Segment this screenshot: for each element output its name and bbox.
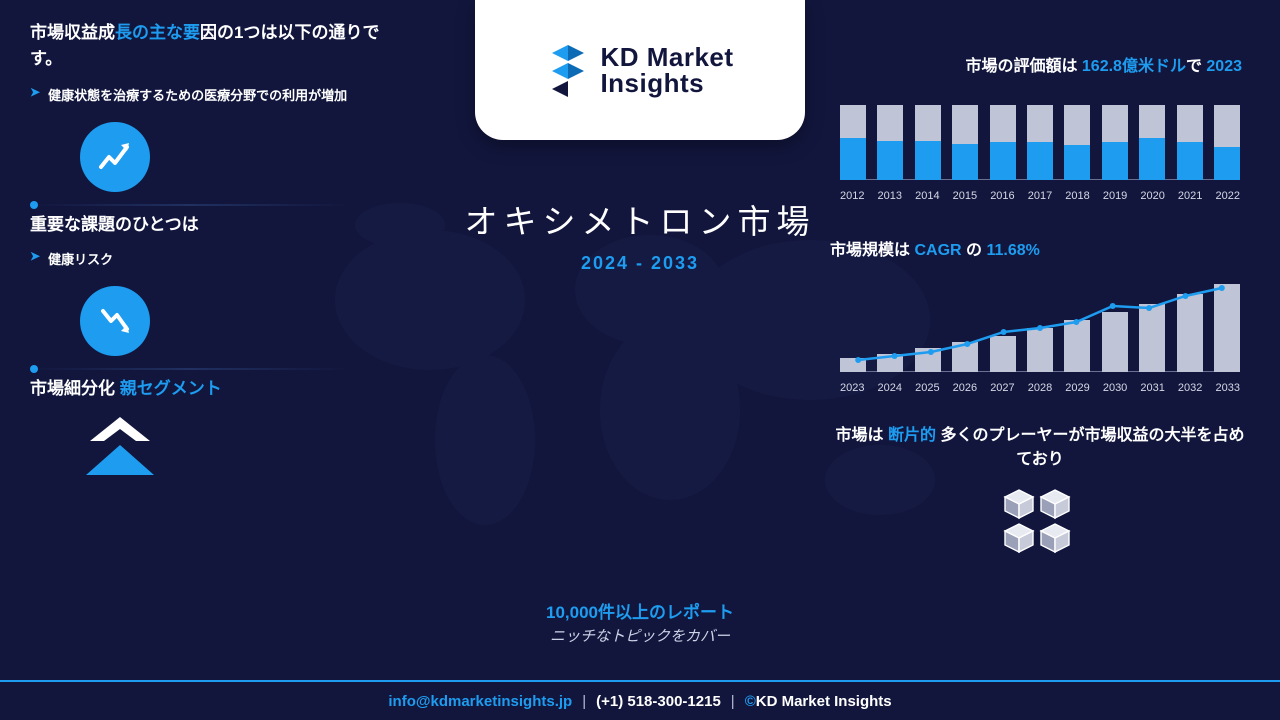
chart2-bar xyxy=(840,358,866,372)
fragmentation-title: 市場は 断片的 多くのプレーヤーが市場収益の大半を占めており xyxy=(830,424,1250,472)
chart2-year-label: 2031 xyxy=(1140,382,1164,394)
section-divider xyxy=(30,204,350,206)
chart2-year-label: 2027 xyxy=(990,382,1014,394)
kd-logo-icon xyxy=(546,43,590,97)
chart1-year-label: 2017 xyxy=(1028,190,1052,202)
chart1-bar xyxy=(1214,105,1240,180)
valuation-title: 市場の評価額は 162.8億米ドルで 2023 xyxy=(830,52,1250,76)
chart2-year-label: 2023 xyxy=(840,382,864,394)
logo-card: KD Market Insights xyxy=(475,0,805,140)
chart1-year-label: 2022 xyxy=(1215,190,1239,202)
growth-icon xyxy=(80,122,150,192)
valuation-chart: 2012 2013 2014 2015 2016 2017 2018 2019 2020 2021… xyxy=(840,92,1240,202)
chart1-year-label: 2016 xyxy=(990,190,1014,202)
section-divider xyxy=(30,368,350,370)
chart1-bar xyxy=(1102,105,1128,180)
chart1-bar xyxy=(952,105,978,180)
chart1-bar xyxy=(1027,105,1053,180)
segmentation-title: 市場細分化 親セグメント xyxy=(30,374,390,399)
chart2-bar xyxy=(1064,320,1090,372)
chart1-year-label: 2020 xyxy=(1140,190,1164,202)
chart2-year-label: 2026 xyxy=(953,382,977,394)
page-title: オキシメトロン市場 xyxy=(400,195,880,243)
challenge-title: 重要な課題のひとつは xyxy=(30,210,390,235)
reports-subtitle: ニッチなトピックをカバー xyxy=(400,625,880,646)
chart2-year-label: 2032 xyxy=(1178,382,1202,394)
chart1-bar xyxy=(1139,105,1165,180)
chart2-bar xyxy=(1102,312,1128,372)
chart2-bar xyxy=(990,336,1016,372)
chart2-bar xyxy=(1027,328,1053,372)
chart2-year-label: 2030 xyxy=(1103,382,1127,394)
footer: info@kdmarketinsights.jp | (+1) 518-300-… xyxy=(0,680,1280,720)
chart2-year-label: 2028 xyxy=(1028,382,1052,394)
driver-title: 市場収益成長の主な要因の1つは以下の通りです。 xyxy=(30,20,390,71)
chart1-bar xyxy=(1064,105,1090,180)
segment-icon xyxy=(80,415,390,490)
footer-phone[interactable]: (+1) 518-300-1215 xyxy=(596,693,721,710)
chart1-year-label: 2014 xyxy=(915,190,939,202)
chart2-year-label: 2024 xyxy=(878,382,902,394)
chart2-bar xyxy=(877,354,903,372)
chart1-year-label: 2018 xyxy=(1065,190,1089,202)
bullet-arrow-icon: ➤ xyxy=(30,85,40,99)
challenge-bullet: ➤ 健康リスク xyxy=(30,249,390,268)
logo-text-line1: KD Market xyxy=(600,44,733,70)
year-range: 2024 - 2033 xyxy=(400,253,880,274)
chart1-bar xyxy=(877,105,903,180)
risk-icon xyxy=(80,286,150,356)
chart1-year-label: 2019 xyxy=(1103,190,1127,202)
logo-text-line2: Insights xyxy=(600,70,733,96)
bullet-arrow-icon: ➤ xyxy=(30,249,40,263)
chart1-bar xyxy=(1177,105,1203,180)
chart1-bar xyxy=(840,105,866,180)
cagr-chart: 2023 2024 2025 2026 2027 2028 2029 2030 2031 2032… xyxy=(840,274,1240,394)
chart1-bar xyxy=(990,105,1016,180)
chart2-year-label: 2033 xyxy=(1215,382,1239,394)
chart1-year-label: 2021 xyxy=(1178,190,1202,202)
chart2-bar xyxy=(1177,294,1203,372)
chart2-bar xyxy=(915,348,941,372)
cagr-title: 市場規模は CAGR の 11.68% xyxy=(830,236,1250,260)
chart2-bar xyxy=(1214,284,1240,372)
chart2-bar xyxy=(1139,304,1165,372)
driver-bullet: ➤ 健康状態を治療するための医療分野での利用が増加 xyxy=(30,85,390,104)
cube-cluster-icon xyxy=(995,486,1085,558)
chart1-year-label: 2015 xyxy=(953,190,977,202)
chart1-year-label: 2013 xyxy=(878,190,902,202)
chart2-bar xyxy=(952,342,978,372)
reports-count: 10,000件以上のレポート xyxy=(400,598,880,623)
footer-email[interactable]: info@kdmarketinsights.jp xyxy=(388,693,572,710)
chart2-year-label: 2029 xyxy=(1065,382,1089,394)
chart1-bar xyxy=(915,105,941,180)
footer-copyright: ©KD Market Insights xyxy=(745,693,892,710)
chart2-year-label: 2025 xyxy=(915,382,939,394)
chart1-year-label: 2012 xyxy=(840,190,864,202)
